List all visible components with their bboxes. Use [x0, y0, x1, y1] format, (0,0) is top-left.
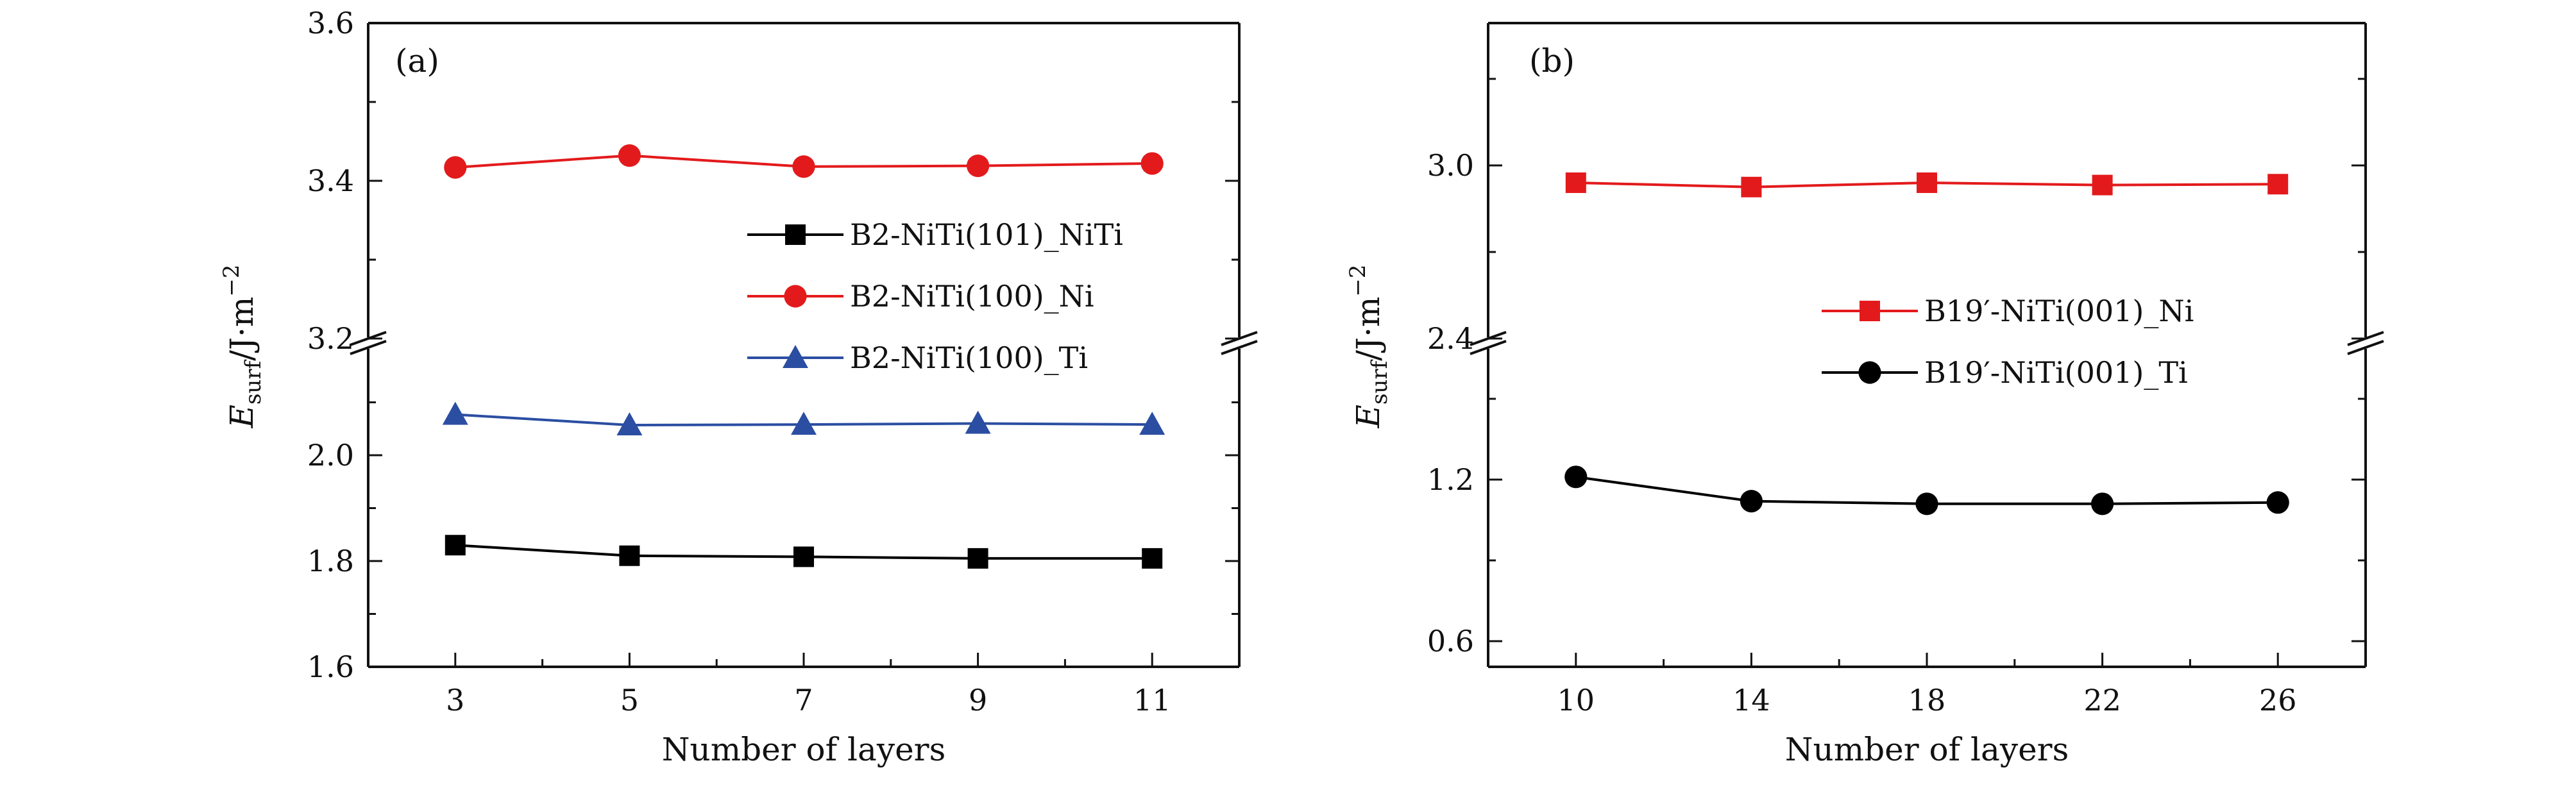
y-tick-label: 1.8 — [307, 544, 354, 578]
data-point — [1858, 361, 1881, 384]
data-point — [791, 412, 817, 435]
data-point — [1565, 172, 1586, 193]
y-axis-label: Esurf/J·m−2 — [1345, 264, 1393, 428]
data-point — [2267, 174, 2289, 195]
data-point — [1142, 548, 1163, 569]
data-point — [1740, 490, 1763, 513]
y-tick-label: 3.0 — [1427, 148, 1474, 183]
y-tick-label: 2.0 — [307, 438, 354, 473]
data-point — [616, 412, 643, 435]
y-tick-label: 1.2 — [1427, 462, 1474, 497]
y-tick-label: 3.4 — [307, 163, 354, 198]
y-tick-label: 1.6 — [307, 650, 354, 684]
x-tick-label: 5 — [620, 683, 639, 717]
series-1 — [444, 144, 1164, 179]
data-point — [1741, 176, 1762, 197]
data-point — [785, 224, 806, 245]
legend-label: B2-NiTi(100)_Ni — [850, 279, 1094, 314]
data-point — [618, 144, 641, 167]
y-tick-label: 2.4 — [1427, 321, 1474, 356]
series-2 — [442, 401, 1165, 435]
y-tick-label: 3.6 — [307, 6, 354, 40]
x-tick-label: 18 — [1908, 683, 1946, 717]
series-0 — [445, 535, 1163, 569]
x-axis-label: Number of layers — [1785, 731, 2069, 768]
legend-label: B19′-NiTi(001)_Ni — [1924, 294, 2194, 328]
data-point — [619, 545, 640, 566]
x-tick-label: 7 — [794, 683, 813, 717]
legend-entry: B2-NiTi(100)_Ni — [747, 279, 1094, 314]
legend-entry: B19′-NiTi(001)_Ti — [1822, 355, 2188, 390]
data-point — [967, 155, 990, 178]
legend-entry: B19′-NiTi(001)_Ni — [1822, 294, 2194, 328]
data-point — [1140, 152, 1164, 175]
x-axis-label: Number of layers — [662, 731, 945, 768]
series-0 — [1565, 172, 2289, 197]
data-point — [1860, 301, 1880, 321]
x-tick-label: 11 — [1133, 683, 1171, 717]
data-point — [1564, 465, 1588, 489]
legend-label: B2-NiTi(101)_NiTi — [850, 217, 1123, 252]
legend-entry: B2-NiTi(100)_Ti — [747, 340, 1088, 375]
axis-break-mark — [349, 331, 387, 355]
legend-label: B2-NiTi(100)_Ti — [850, 340, 1088, 375]
legend-label: B19′-NiTi(001)_Ti — [1924, 355, 2188, 390]
x-tick-label: 3 — [446, 683, 464, 717]
y-tick-label: 3.2 — [307, 321, 354, 356]
series-1 — [1564, 465, 2289, 516]
panel-a: 3.2 3.4 3.6 1.6 1.8 2.0 3 5 7 9 11 Number of layers… — [219, 6, 1258, 768]
panel-b: 3.0 2.4 1.2 0.6 10 14 18 22 26 Number of layers Es… — [1345, 22, 2385, 768]
data-point — [1139, 412, 1165, 435]
panel-label: (a) — [395, 42, 439, 80]
x-tick-label: 26 — [2259, 683, 2297, 717]
y-tick-label: 0.6 — [1427, 624, 1474, 658]
data-point — [445, 535, 466, 556]
x-tick-label: 22 — [2083, 683, 2121, 717]
legend-entry: B2-NiTi(101)_NiTi — [747, 217, 1123, 252]
axis-break-mark — [1469, 331, 1507, 355]
data-point — [2092, 174, 2113, 196]
data-point — [2091, 492, 2114, 516]
data-point — [792, 155, 815, 178]
data-point — [442, 401, 468, 425]
data-point — [965, 410, 991, 434]
data-point — [967, 548, 988, 569]
data-point — [1917, 172, 1937, 193]
x-tick-label: 14 — [1733, 683, 1770, 717]
data-point — [783, 345, 808, 368]
data-point — [793, 546, 814, 567]
y-axis-label: Esurf/J·m−2 — [219, 264, 266, 428]
x-tick-label: 10 — [1557, 683, 1595, 717]
data-point — [2266, 491, 2289, 514]
data-point — [1915, 492, 1938, 516]
panel-label: (b) — [1529, 42, 1575, 80]
data-point — [444, 156, 467, 179]
data-point — [784, 285, 807, 308]
x-tick-label: 9 — [969, 683, 987, 717]
